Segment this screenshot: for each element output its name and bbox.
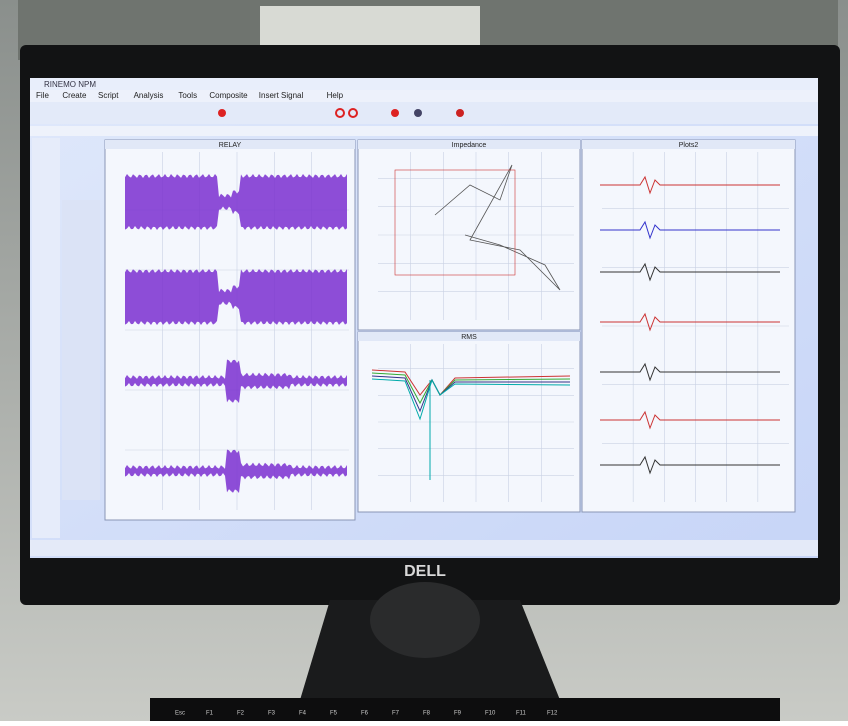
tool-icon [218,109,226,117]
keyboard [150,698,780,721]
key-label: F12 [547,711,558,717]
key-label: Esc [175,711,185,717]
key-label: F1 [206,711,214,717]
stand-hinge [370,582,480,658]
menu-item[interactable]: Tools [178,91,197,100]
brand-logo: DELL [404,563,446,580]
key-label: F5 [330,711,338,717]
key-label: F9 [454,711,462,717]
tool-icon [414,109,422,117]
tool-icon [456,109,464,117]
key-label: F3 [268,711,276,717]
left-toolbar [32,138,60,538]
panel-title: RELAY [219,142,242,149]
menu-item[interactable]: Help [327,91,344,100]
file-tab [30,126,818,136]
key-label: F6 [361,711,369,717]
tool-icon [391,109,399,117]
toolbar [30,102,818,124]
menu-item[interactable]: Insert Signal [259,91,304,100]
panel-title: RMS [461,334,477,341]
key-label: F11 [516,711,527,717]
key-label: F7 [392,711,400,717]
key-label: F4 [299,711,307,717]
menu-item[interactable]: File [36,91,49,100]
status-bar [30,540,818,556]
photo: DELL RINEMO NPM File Create Script Analysis… [0,0,848,721]
menu-item[interactable]: Composite [209,91,248,100]
page: DELL RINEMO NPM File Create Script Analysis… [0,0,848,721]
title-bar [30,78,818,90]
window-title: RINEMO NPM [44,80,96,89]
desk [260,6,480,46]
key-label: F8 [423,711,431,717]
side-controls [62,200,100,500]
menu-item[interactable]: Script [98,91,119,100]
menu-item[interactable]: Create [62,91,87,100]
panel-title: Impedance [452,142,487,149]
key-label: F10 [485,711,496,717]
menu-item[interactable]: Analysis [134,91,164,100]
panel-title: Plots2 [679,142,699,149]
key-label: F2 [237,711,245,717]
